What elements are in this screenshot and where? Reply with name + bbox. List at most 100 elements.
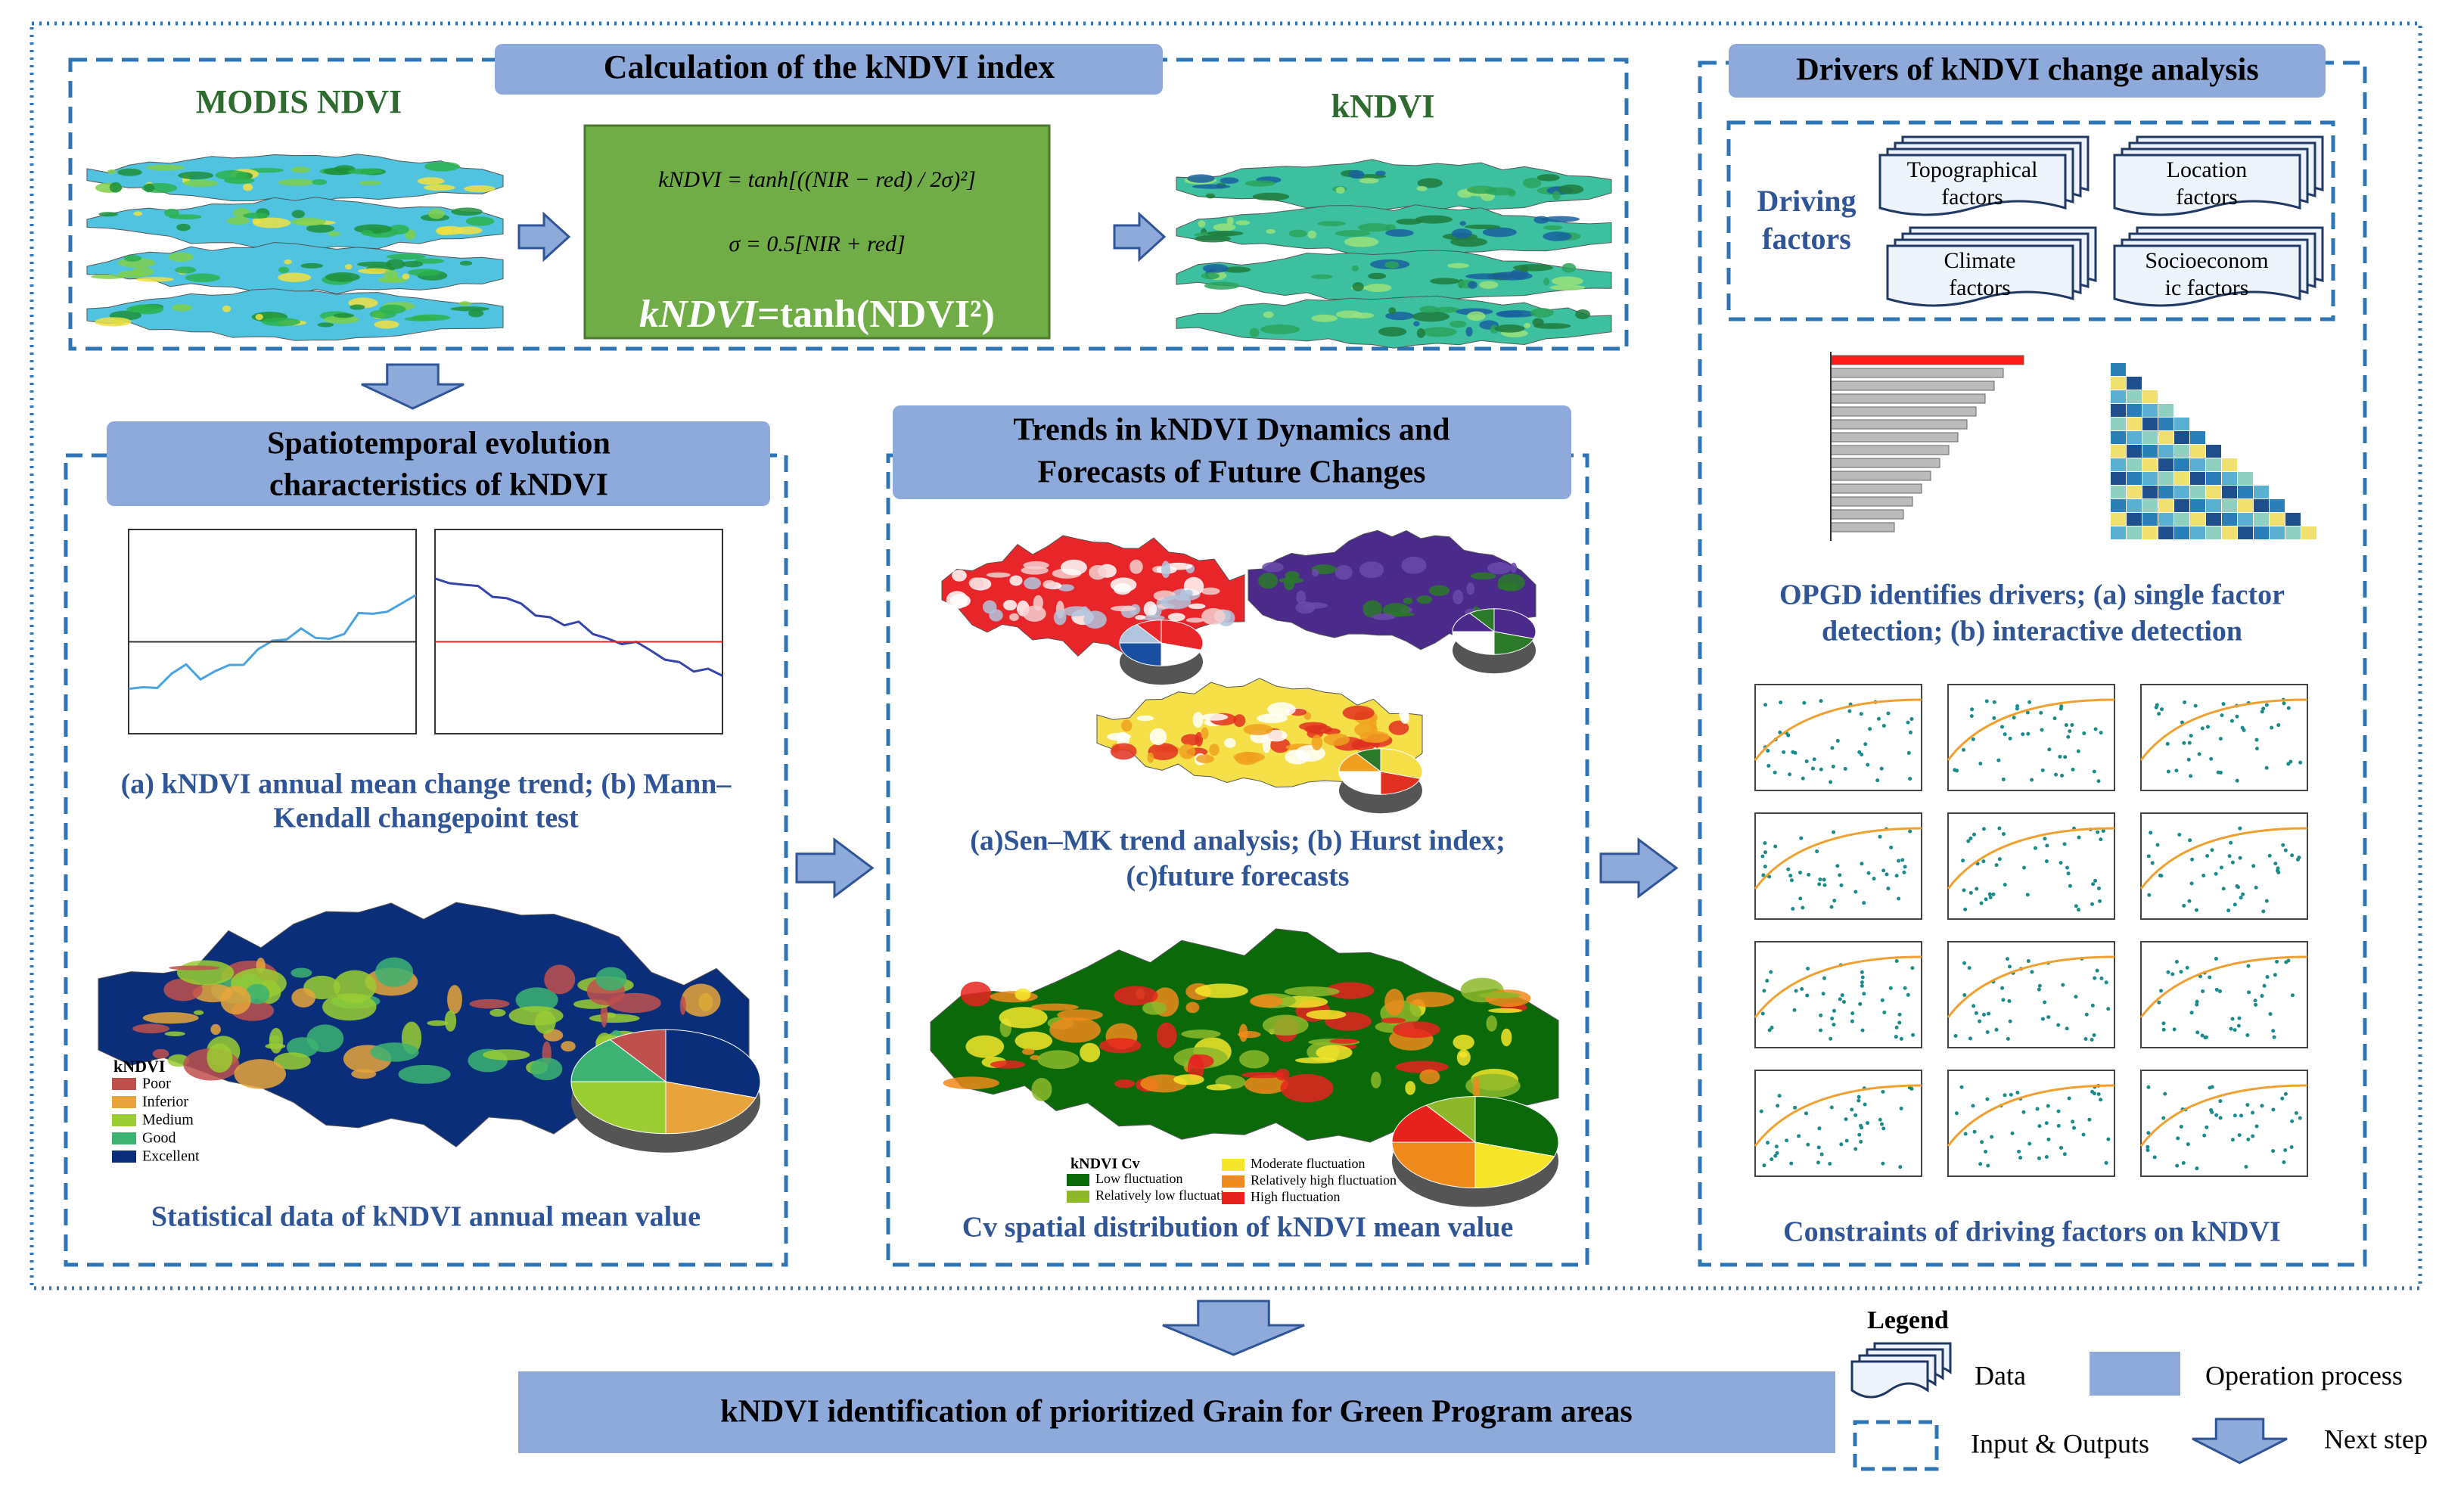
label: Input & Outputs xyxy=(1971,1428,2149,1458)
scatter-image-dot xyxy=(1860,970,1864,974)
label: Low fluctuation xyxy=(1095,1171,1182,1186)
map-patch xyxy=(1149,728,1167,746)
label: High fluctuation xyxy=(1251,1189,1340,1204)
scatter-image-dot xyxy=(2021,1110,2026,1114)
map-patch xyxy=(447,985,462,1014)
map-patch xyxy=(1250,995,1283,1008)
data-icon xyxy=(1886,244,2074,307)
scatter-image-dot xyxy=(1847,709,1852,713)
map-patch xyxy=(1351,265,1359,272)
scatter-image-dot xyxy=(2025,893,2030,897)
scatter-image-frame xyxy=(1754,1070,1922,1177)
map-patch xyxy=(1161,561,1170,579)
heatmap-cell xyxy=(2142,390,2158,403)
chart-image-bar xyxy=(1830,393,1986,404)
scatter-image-dot xyxy=(2251,1110,2255,1115)
scatter-image-dot xyxy=(2189,734,2193,738)
map-patch xyxy=(1269,738,1291,753)
scatter-image-dot xyxy=(1963,907,1968,911)
label: Spatiotemporal evolution xyxy=(267,427,611,461)
map-patch xyxy=(1296,590,1307,605)
map-patch xyxy=(469,998,510,1009)
scatter-image-dot xyxy=(2230,1017,2235,1021)
scatter-image-dot xyxy=(1860,975,1865,980)
map-patch xyxy=(1262,1014,1309,1036)
map-patch xyxy=(1372,613,1396,620)
label: Socioeconom xyxy=(2145,248,2268,273)
scatter-image-dot xyxy=(2195,1002,2199,1007)
heatmap-cell xyxy=(2158,404,2173,417)
label: kNDVI identification of prioritized Grai… xyxy=(720,1395,1632,1430)
heatmap-cell xyxy=(2190,486,2205,498)
map-patch xyxy=(284,259,292,265)
map-patch xyxy=(1311,734,1323,751)
scatter-image-dot xyxy=(1835,738,1840,743)
scatter-image-dot xyxy=(2152,1155,2157,1160)
label: Inferior xyxy=(142,1094,188,1110)
scatter-image-dot xyxy=(2046,1015,2051,1020)
scatter-image-dot xyxy=(1908,829,1912,834)
map-patch xyxy=(1335,565,1353,580)
scatter-image-dot xyxy=(1972,1129,1977,1134)
scatter-image-dot xyxy=(1762,989,1766,993)
scatter-image-dot xyxy=(1979,901,1984,905)
scatter-image-dot xyxy=(2027,1141,2032,1146)
scatter-image-dot xyxy=(1857,1095,1861,1099)
scatter-image-dot xyxy=(1785,1138,1789,1143)
scatter-image-dot xyxy=(2065,1026,2069,1031)
pie-slice xyxy=(1452,612,1496,632)
scatter-image-dot xyxy=(2219,770,2223,775)
map-patch xyxy=(999,1007,1048,1029)
scatter-image-dot xyxy=(1801,776,1805,781)
map-patch xyxy=(1487,1008,1523,1014)
map-patch xyxy=(1233,714,1246,728)
scatter-image-dot xyxy=(2087,1117,2092,1122)
scatter-image-dot xyxy=(2179,970,2183,974)
main-formula: kNDVI=tanh(NDVI²) xyxy=(639,293,995,336)
map-patch xyxy=(1209,744,1220,756)
scatter-image-dot xyxy=(1838,873,1842,877)
scatter-image-dot xyxy=(1842,1000,1847,1005)
scatter-image-dot xyxy=(1830,746,1835,750)
heatmap-cell xyxy=(2254,513,2269,526)
scatter-image-dot xyxy=(2045,843,2049,848)
scatter-image-dot xyxy=(2195,1166,2199,1171)
heatmap-cell xyxy=(2190,431,2205,444)
map-patch xyxy=(193,1010,204,1015)
scatter-image-curve xyxy=(2139,1084,2308,1147)
map-patch xyxy=(1399,706,1409,721)
scatter-image-dot xyxy=(2236,885,2240,890)
scatter-image-dot xyxy=(2066,734,2071,739)
map-patch xyxy=(1089,565,1108,580)
map-patch xyxy=(435,226,453,236)
map-patch xyxy=(1530,308,1554,318)
scatter-image-dot xyxy=(2090,1003,2095,1008)
scatter-image-dot xyxy=(2205,854,2210,859)
scatter-image-dot xyxy=(1908,730,1912,734)
scatter-image-dot xyxy=(1819,1028,1823,1033)
scatter-image-dot xyxy=(1986,1163,1990,1168)
label: Next step xyxy=(2324,1424,2428,1454)
legend-swatch xyxy=(1222,1175,1244,1188)
map-patch xyxy=(1543,225,1563,231)
label: Moderate fluctuation xyxy=(1251,1156,1365,1171)
scatter-image-dot xyxy=(1875,778,1880,783)
map-patch xyxy=(1303,712,1312,720)
scatter-image-dot xyxy=(2221,887,2226,891)
scatter-image-frame xyxy=(2140,1070,2308,1177)
scatter-image-dot xyxy=(1859,712,1863,716)
scatter-image-dot xyxy=(1909,1086,1914,1091)
heatmap-cell xyxy=(2111,458,2126,471)
map-patch xyxy=(1061,559,1087,576)
scatter-image-dot xyxy=(1760,1011,1765,1016)
map-patch xyxy=(465,216,495,226)
map-patch xyxy=(1459,1051,1468,1057)
map-patch xyxy=(300,262,324,269)
scatter-image-dot xyxy=(2064,723,2068,728)
scatter-image-dot xyxy=(2233,1028,2237,1033)
map-patch xyxy=(1238,1023,1248,1042)
scatter-image-dot xyxy=(1770,1026,1774,1030)
map-patch xyxy=(1551,276,1583,286)
scatter-image-dot xyxy=(2245,1033,2250,1038)
scatter-image-dot xyxy=(2194,908,2198,912)
